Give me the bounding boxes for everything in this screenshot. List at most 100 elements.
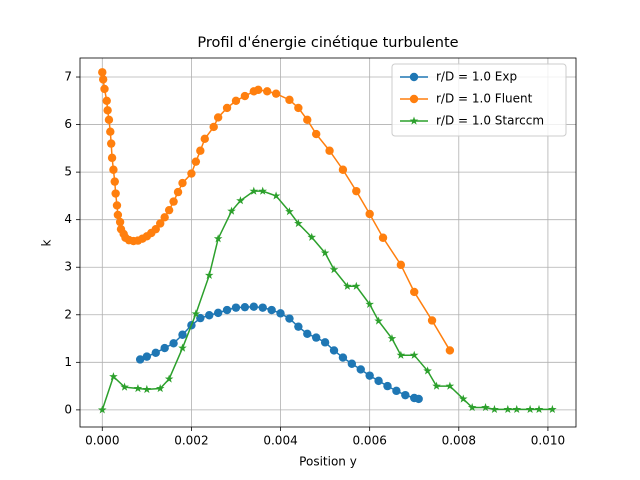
marker xyxy=(423,366,432,375)
marker xyxy=(160,213,169,222)
x-axis-label: Position y xyxy=(299,455,357,469)
marker xyxy=(338,165,348,174)
marker xyxy=(548,404,557,414)
marker xyxy=(254,85,263,95)
marker xyxy=(320,338,330,347)
marker xyxy=(303,115,312,125)
marker xyxy=(204,270,214,279)
marker xyxy=(294,103,303,113)
y-tick-label: 0 xyxy=(64,402,72,416)
marker xyxy=(481,403,490,412)
marker xyxy=(374,376,383,386)
chart-title: Profil d'énergie cinétique turbulente xyxy=(197,35,458,51)
marker xyxy=(151,224,160,234)
marker xyxy=(109,165,118,174)
y-tick-label: 3 xyxy=(64,260,72,274)
marker xyxy=(352,186,361,196)
marker xyxy=(347,359,357,368)
marker xyxy=(107,153,117,163)
marker xyxy=(120,382,129,391)
marker xyxy=(414,394,423,404)
marker xyxy=(512,404,522,414)
marker xyxy=(227,206,236,215)
marker xyxy=(115,217,125,227)
marker xyxy=(191,157,201,166)
marker xyxy=(378,233,388,242)
marker xyxy=(222,305,232,315)
marker xyxy=(110,177,119,186)
marker xyxy=(503,404,513,414)
marker xyxy=(151,348,160,358)
legend-label: r/D = 1.0 Fluent xyxy=(436,92,533,106)
marker xyxy=(213,308,223,318)
marker xyxy=(113,210,123,220)
marker xyxy=(374,316,383,325)
marker xyxy=(311,129,321,139)
marker xyxy=(271,191,281,200)
marker xyxy=(285,207,294,216)
marker xyxy=(178,330,187,339)
marker xyxy=(294,218,303,228)
x-tick-label: 0.008 xyxy=(442,434,476,448)
marker xyxy=(387,334,397,343)
marker xyxy=(240,91,250,101)
marker xyxy=(231,96,241,105)
marker xyxy=(445,346,455,355)
marker xyxy=(173,187,183,197)
marker xyxy=(320,248,330,257)
marker xyxy=(294,322,303,331)
marker xyxy=(155,383,165,393)
marker xyxy=(365,371,374,380)
marker xyxy=(102,96,111,105)
marker xyxy=(383,381,392,391)
marker xyxy=(307,232,317,241)
y-tick-label: 6 xyxy=(64,117,72,131)
marker xyxy=(445,381,455,390)
marker xyxy=(135,355,145,364)
x-tick-label: 0.002 xyxy=(174,434,208,448)
marker xyxy=(396,260,406,270)
marker xyxy=(271,89,281,98)
y-tick-label: 4 xyxy=(64,212,72,226)
marker xyxy=(311,333,321,342)
series-line xyxy=(101,190,553,411)
y-tick-label: 2 xyxy=(64,307,72,321)
y-axis-label: k xyxy=(40,239,54,246)
marker xyxy=(262,87,272,96)
marker xyxy=(365,209,374,219)
marker xyxy=(200,134,209,144)
marker xyxy=(98,75,108,84)
marker xyxy=(142,384,152,394)
marker xyxy=(103,106,112,115)
marker xyxy=(156,219,165,228)
marker xyxy=(178,178,187,188)
marker xyxy=(249,186,259,195)
marker xyxy=(325,146,334,155)
marker xyxy=(409,350,419,359)
marker xyxy=(490,404,499,414)
plot-frame xyxy=(79,57,577,428)
marker xyxy=(142,352,152,361)
marker xyxy=(106,127,115,136)
marker xyxy=(329,265,339,274)
marker xyxy=(392,386,401,396)
marker xyxy=(106,139,116,148)
marker xyxy=(98,68,107,77)
marker xyxy=(213,113,223,122)
marker xyxy=(209,122,218,132)
marker xyxy=(285,95,294,105)
marker xyxy=(432,381,441,390)
y-tick-label: 7 xyxy=(64,70,72,84)
x-tick-label: 0.006 xyxy=(352,434,386,448)
marker xyxy=(356,365,365,374)
legend: r/D = 1.0 Exp r/D = 1.0 Fluent r/D = 1.0 S… xyxy=(391,63,567,137)
marker xyxy=(164,374,174,383)
marker xyxy=(169,197,178,206)
x-tick-label: 0.010 xyxy=(531,434,565,448)
marker xyxy=(303,329,312,338)
marker xyxy=(169,339,178,348)
marker xyxy=(196,146,205,155)
marker xyxy=(191,309,201,318)
marker xyxy=(409,94,419,104)
